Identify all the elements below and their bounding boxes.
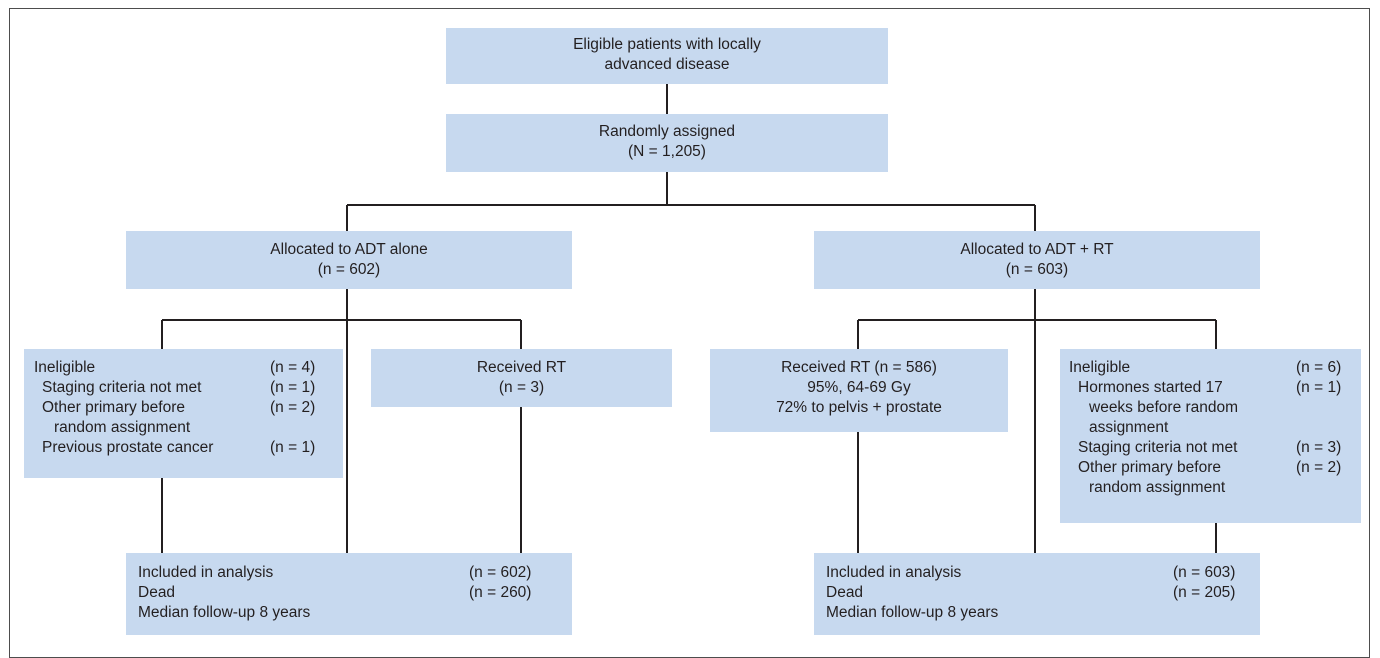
ineligible-reason-label: Staging criteria not met (1078, 439, 1238, 456)
node-received-rt-adt-rt: Received RT (n = 586) 95%, 64-69 Gy 72% … (710, 349, 1008, 432)
analysis-followup: Median follow-up 8 years (138, 604, 311, 621)
ineligible-reason-label-cont: weeks before random (1089, 399, 1239, 416)
node-received-rt-adt-alone: Received RT (n = 3) (371, 349, 672, 407)
ineligible-reason-label-cont: random assignment (1089, 479, 1226, 496)
ineligible-reason-count: (n = 2) (1296, 459, 1342, 476)
ineligible-reason-label-cont: assignment (1089, 419, 1169, 436)
node-line: Allocated to ADT alone (270, 241, 428, 258)
ineligible-reason-count: (n = 1) (1296, 379, 1342, 396)
node-line: (n = 3) (498, 379, 545, 396)
node-line: Eligible patients with locally (573, 36, 761, 53)
node-line: Received RT (n = 586) (781, 359, 937, 376)
node-line: 95%, 64-69 Gy (807, 379, 911, 396)
analysis-included-label: Included in analysis (826, 564, 962, 581)
ineligible-header-count: (n = 6) (1296, 359, 1342, 376)
node-line: (n = 603) (1005, 261, 1069, 278)
ineligible-reason-label: Staging criteria not met (42, 379, 202, 396)
ineligible-reason-count: (n = 3) (1296, 439, 1342, 456)
ineligible-header-label: Ineligible (1069, 359, 1131, 376)
analysis-included-label: Included in analysis (138, 564, 274, 581)
node-line: Randomly assigned (598, 123, 736, 140)
analysis-followup: Median follow-up 8 years (826, 604, 999, 621)
node-ineligible-adt-alone: Ineligible (n = 4) Staging criteria not … (24, 349, 343, 478)
node-line: Received RT (476, 359, 567, 376)
node-analysis-adt-rt: Included in analysis (n = 603) Dead (n =… (814, 553, 1260, 635)
ineligible-reason-count: (n = 2) (270, 399, 316, 416)
analysis-dead-label: Dead (826, 584, 864, 601)
analysis-included-count: (n = 603) (1173, 564, 1236, 581)
ineligible-reason-label: Other primary before (1078, 459, 1221, 476)
node-allocated-adt-rt: Allocated to ADT + RT (n = 603) (814, 231, 1260, 289)
node-line: advanced disease (604, 56, 730, 73)
analysis-included-count: (n = 602) (469, 564, 532, 581)
ineligible-reason-count: (n = 1) (270, 379, 316, 396)
ineligible-reason-label-cont: random assignment (54, 419, 191, 436)
ineligible-reason-label: Hormones started 17 (1078, 379, 1223, 396)
analysis-dead-count: (n = 260) (469, 584, 532, 601)
analysis-dead-label: Dead (138, 584, 176, 601)
node-line: (N = 1,205) (628, 143, 706, 160)
node-ineligible-adt-rt: Ineligible (n = 6) Hormones started 17 (… (1060, 349, 1361, 523)
node-eligible-patients: Eligible patients with locally advanced … (446, 28, 888, 84)
ineligible-header-count: (n = 4) (270, 359, 316, 376)
ineligible-reason-label: Previous prostate cancer (42, 439, 214, 456)
node-randomly-assigned: Randomly assigned (N = 1,205) (446, 114, 888, 172)
ineligible-reason-count: (n = 1) (270, 439, 316, 456)
node-analysis-adt-alone: Included in analysis (n = 602) Dead (n =… (126, 553, 572, 635)
ineligible-reason-label: Other primary before (42, 399, 185, 416)
node-allocated-adt-alone: Allocated to ADT alone (n = 602) (126, 231, 572, 289)
node-line: 72% to pelvis + prostate (776, 399, 942, 416)
node-line: (n = 602) (317, 261, 381, 278)
analysis-dead-count: (n = 205) (1173, 584, 1236, 601)
node-line: Allocated to ADT + RT (960, 241, 1114, 258)
ineligible-header-label: Ineligible (34, 359, 96, 376)
